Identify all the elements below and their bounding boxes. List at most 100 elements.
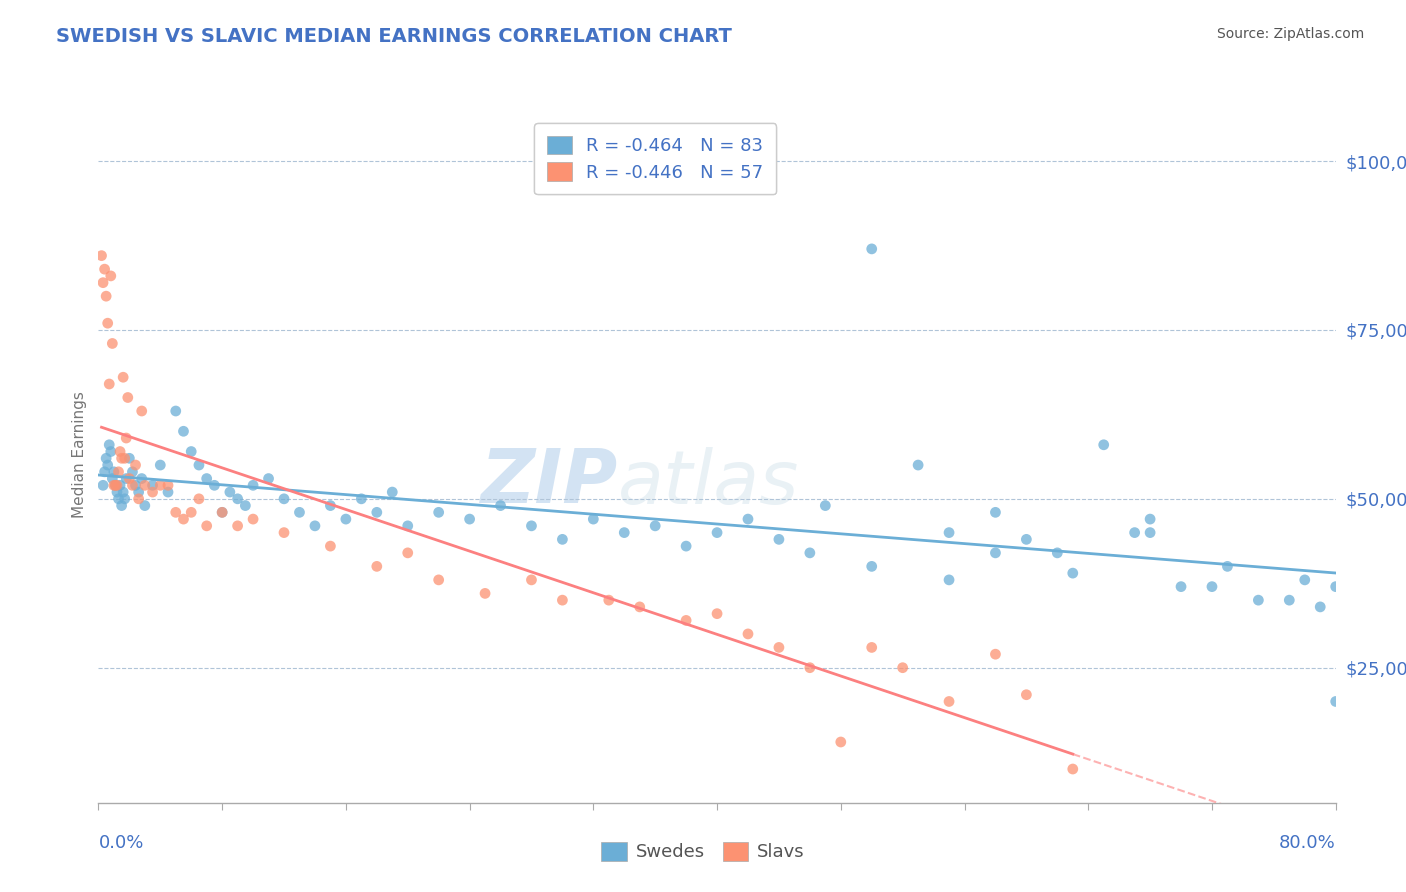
Point [1046, 546, 1069, 560]
Point [172, 512, 194, 526]
Point [107, 465, 129, 479]
Point [93, 465, 115, 479]
Point [165, 505, 187, 519]
Point [235, 499, 257, 513]
Point [226, 519, 249, 533]
Point [112, 485, 135, 500]
Point [860, 242, 883, 256]
Point [188, 491, 211, 506]
Point [366, 505, 388, 519]
Point [396, 519, 419, 533]
Point [124, 478, 146, 492]
Point [381, 485, 404, 500]
Point [128, 485, 150, 500]
Point [1170, 580, 1192, 594]
Point [121, 465, 143, 479]
Y-axis label: Median Earnings: Median Earnings [72, 392, 87, 518]
Point [157, 485, 180, 500]
Point [799, 661, 821, 675]
Point [1015, 533, 1038, 547]
Point [938, 694, 960, 708]
Point [335, 512, 357, 526]
Point [427, 505, 450, 519]
Point [396, 546, 419, 560]
Point [112, 370, 135, 384]
Point [319, 539, 342, 553]
Point [350, 491, 373, 506]
Point [675, 614, 697, 628]
Legend: R = -0.464   N = 83, R = -0.446   N = 57: R = -0.464 N = 83, R = -0.446 N = 57 [534, 123, 776, 194]
Point [117, 391, 139, 405]
Point [706, 607, 728, 621]
Point [180, 444, 202, 458]
Point [115, 472, 138, 486]
Point [458, 512, 481, 526]
Point [907, 458, 929, 472]
Point [195, 472, 218, 486]
Point [860, 559, 883, 574]
Point [108, 444, 131, 458]
Point [304, 519, 326, 533]
Point [121, 478, 143, 492]
Point [1092, 438, 1115, 452]
Point [1294, 573, 1316, 587]
Point [100, 444, 122, 458]
Point [131, 472, 153, 486]
Point [737, 627, 759, 641]
Legend: Swedes, Slavs: Swedes, Slavs [589, 830, 817, 874]
Text: SWEDISH VS SLAVIC MEDIAN EARNINGS CORRELATION CHART: SWEDISH VS SLAVIC MEDIAN EARNINGS CORREL… [56, 27, 733, 45]
Point [97, 458, 120, 472]
Point [97, 316, 120, 330]
Point [551, 533, 574, 547]
Point [1123, 525, 1146, 540]
Point [891, 661, 914, 675]
Point [124, 458, 146, 472]
Point [103, 478, 125, 492]
Point [366, 559, 388, 574]
Point [128, 491, 150, 506]
Point [768, 640, 790, 655]
Point [598, 593, 620, 607]
Point [984, 647, 1007, 661]
Point [242, 512, 264, 526]
Point [93, 262, 115, 277]
Point [157, 478, 180, 492]
Text: Source: ZipAtlas.com: Source: ZipAtlas.com [1216, 27, 1364, 41]
Point [104, 478, 127, 492]
Point [111, 451, 132, 466]
Point [100, 268, 122, 283]
Point [427, 573, 450, 587]
Point [551, 593, 574, 607]
Point [984, 546, 1007, 560]
Point [108, 478, 131, 492]
Point [1324, 580, 1347, 594]
Point [118, 472, 141, 486]
Point [257, 472, 280, 486]
Point [768, 533, 790, 547]
Point [134, 478, 156, 492]
Point [141, 478, 165, 492]
Point [107, 491, 129, 506]
Point [96, 289, 118, 303]
Point [195, 519, 218, 533]
Point [288, 505, 311, 519]
Point [675, 539, 697, 553]
Point [938, 573, 960, 587]
Point [204, 478, 226, 492]
Text: ZIP: ZIP [481, 446, 619, 519]
Point [91, 276, 114, 290]
Point [101, 336, 124, 351]
Point [134, 499, 156, 513]
Point [1062, 762, 1084, 776]
Point [131, 404, 153, 418]
Point [814, 499, 837, 513]
Point [319, 499, 342, 513]
Point [830, 735, 852, 749]
Point [104, 478, 127, 492]
Point [273, 525, 295, 540]
Point [582, 512, 605, 526]
Point [520, 519, 543, 533]
Text: atlas: atlas [619, 447, 800, 519]
Point [860, 640, 883, 655]
Point [165, 404, 187, 418]
